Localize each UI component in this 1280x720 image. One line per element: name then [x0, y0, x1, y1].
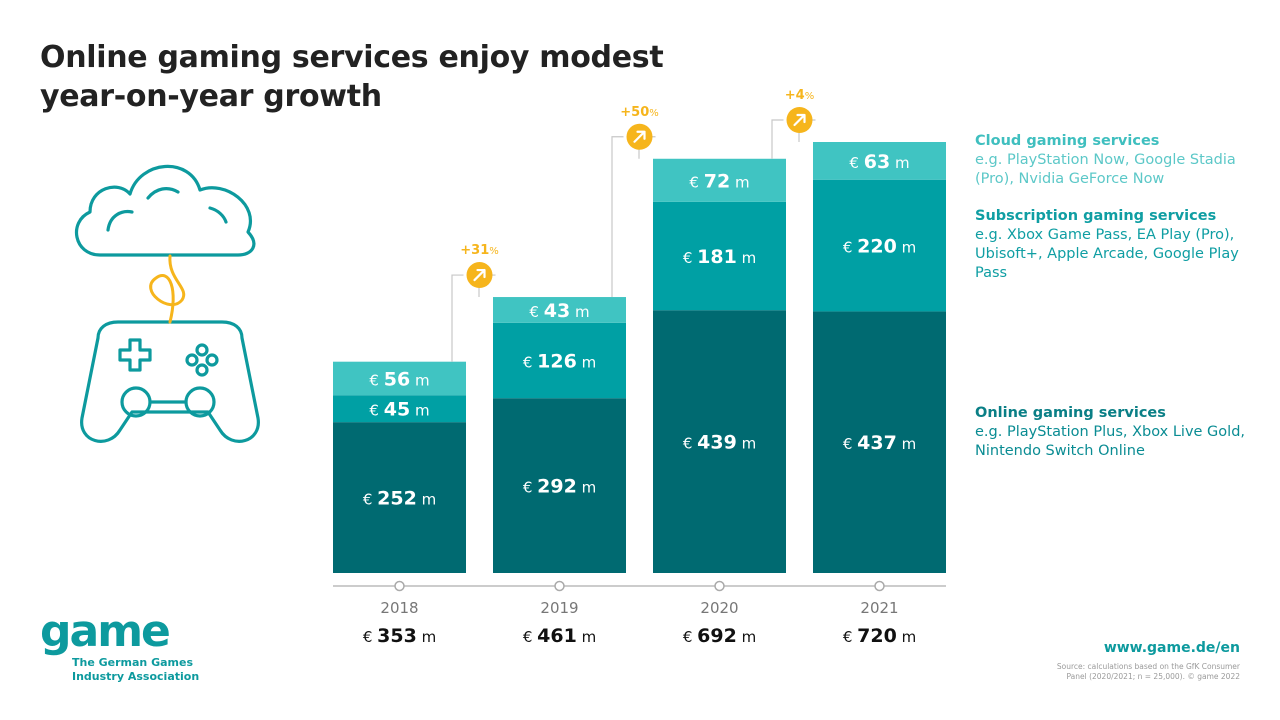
value-label-cloud-2021: € 63 m [849, 151, 909, 173]
logo-line-1: The German Games [72, 656, 194, 669]
bar-online-2018 [333, 422, 466, 573]
bar-cloud-2020 [653, 158, 786, 202]
growth-label-2019: +31% [460, 243, 499, 258]
value-label-online-2019: € 292 m [523, 476, 596, 498]
legend-cloud-desc: e.g. PlayStation Now, Google Stadia (Pro… [975, 152, 1236, 187]
value-label-online-2018: € 252 m [363, 488, 436, 510]
game-logo: game [40, 612, 171, 657]
total-label-2018: € 353 m [363, 625, 436, 647]
title-line-1: Online gaming services enjoy modest [40, 40, 664, 75]
growth-connector-left-2020 [611, 136, 624, 298]
legend-online-title: Online gaming services [975, 405, 1166, 421]
value-label-cloud-2018: € 56 m [369, 368, 429, 390]
page-title: Online gaming services enjoy modest year… [40, 38, 680, 116]
legend-subscription-desc: e.g. Xbox Game Pass, EA Play (Pro), Ubis… [975, 227, 1239, 281]
bar-online-2021 [813, 311, 946, 573]
growth-label-2021: +4% [785, 88, 814, 103]
legend-subscription: Subscription gaming services e.g. Xbox G… [975, 207, 1265, 283]
total-label-2021: € 720 m [843, 625, 916, 647]
value-label-subscription-2020: € 181 m [683, 246, 756, 268]
bar-online-2020 [653, 310, 786, 573]
website-link[interactable]: www.game.de/en [1103, 640, 1240, 656]
legend-cloud: Cloud gaming services e.g. PlayStation N… [975, 132, 1265, 189]
value-label-subscription-2018: € 45 m [369, 399, 429, 421]
growth-arrow-glyph-2021 [793, 113, 806, 127]
value-label-subscription-2019: € 126 m [523, 350, 596, 372]
logo-line-2: Industry Association [72, 670, 200, 683]
x-tick-label-2020: 2020 [700, 599, 738, 617]
growth-arrow-glyph-2019 [473, 268, 486, 282]
value-label-online-2020: € 439 m [683, 432, 756, 454]
axis-tick-2020 [714, 580, 725, 592]
growth-connector-left-2021 [771, 119, 784, 159]
legend-subscription-title: Subscription gaming services [975, 208, 1217, 224]
x-tick-label-2018: 2018 [380, 599, 418, 617]
logo-wordmark: game [40, 612, 169, 657]
axis-tick-2021 [874, 580, 885, 592]
bar-subscription-2018 [333, 395, 466, 423]
axis-tick-2019 [554, 580, 565, 592]
bar-online-2019 [493, 398, 626, 573]
source-line-2: Panel (2020/2021; n = 25,000). © game 20… [1066, 672, 1240, 681]
total-label-2020: € 692 m [683, 625, 756, 647]
x-tick-label-2019: 2019 [540, 599, 578, 617]
source-note: Source: calculations based on the GfK Co… [980, 662, 1240, 682]
growth-arrow-glyph-2020 [633, 130, 646, 143]
value-label-cloud-2019: € 43 m [529, 300, 589, 322]
source-line-1: Source: calculations based on the GfK Co… [1056, 662, 1240, 671]
total-label-2019: € 461 m [523, 625, 596, 647]
legend-cloud-title: Cloud gaming services [975, 133, 1160, 149]
title-line-2: year-on-year growth [40, 79, 382, 114]
value-label-cloud-2020: € 72 m [689, 170, 749, 192]
value-label-subscription-2021: € 220 m [843, 236, 916, 258]
legend-online-desc: e.g. PlayStation Plus, Xbox Live Gold, N… [975, 424, 1246, 459]
value-label-online-2021: € 437 m [843, 432, 916, 454]
logo-caption: The German Games Industry Association [72, 656, 199, 684]
legend-online: Online gaming services e.g. PlayStation … [975, 404, 1265, 461]
axis-tick-2018 [394, 580, 405, 592]
growth-label-2020: +50% [620, 105, 659, 120]
bar-cloud-2021 [813, 142, 946, 180]
bar-subscription-2021 [813, 179, 946, 312]
x-tick-label-2021: 2021 [860, 599, 898, 617]
cloud-controller-icon [74, 164, 260, 443]
bar-cloud-2018 [333, 361, 466, 396]
bar-subscription-2019 [493, 322, 626, 399]
bar-subscription-2020 [653, 201, 786, 311]
bar-cloud-2019 [493, 297, 626, 323]
growth-connector-left-2019 [451, 274, 464, 362]
